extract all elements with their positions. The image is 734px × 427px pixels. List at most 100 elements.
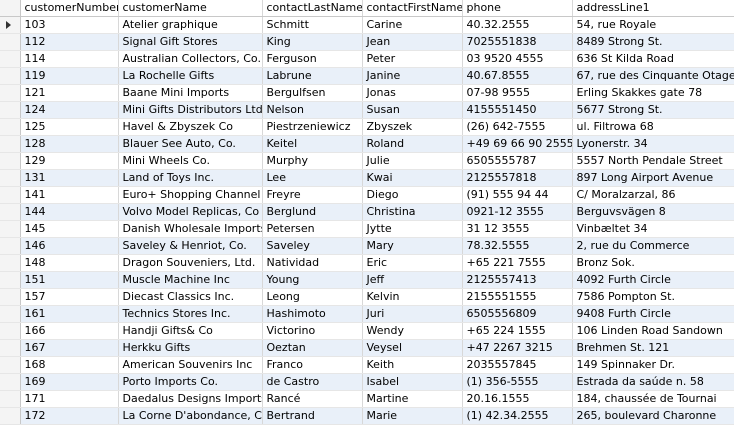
- cell[interactable]: Bronz Sok.: [572, 254, 734, 272]
- cell[interactable]: Peter: [362, 50, 463, 68]
- cell[interactable]: 167: [20, 339, 119, 357]
- cell[interactable]: 54, rue Royale: [572, 16, 734, 34]
- cell[interactable]: Christina: [362, 203, 463, 221]
- table-row[interactable]: 121 Baane Mini Imports Bergulfsen Jonas 07-9…: [0, 84, 734, 102]
- table-row[interactable]: 157 Diecast Classics Inc. Leong Kelvin 21555…: [0, 288, 734, 306]
- table-row[interactable]: 141 Euro+ Shopping Channel Freyre Diego (91)…: [0, 186, 734, 204]
- cell[interactable]: Zbyszek: [362, 118, 463, 136]
- cell[interactable]: Handji Gifts& Co: [118, 322, 263, 340]
- column-header[interactable]: customerName: [118, 0, 263, 17]
- table-row[interactable]: 161 Technics Stores Inc. Hashimoto Juri 6505…: [0, 305, 734, 323]
- cell[interactable]: Freyre: [262, 186, 363, 204]
- cell[interactable]: 141: [20, 186, 119, 204]
- cell[interactable]: 2035557845: [462, 356, 573, 374]
- cell[interactable]: Young: [262, 271, 363, 289]
- cell[interactable]: Jonas: [362, 84, 463, 102]
- cell[interactable]: Blauer See Auto, Co.: [118, 135, 263, 153]
- table-row[interactable]: 125 Havel & Zbyszek Co Piestrzeniewicz Zbys…: [0, 118, 734, 136]
- cell[interactable]: Volvo Model Replicas, Co: [118, 203, 263, 221]
- cell[interactable]: Euro+ Shopping Channel: [118, 186, 263, 204]
- cell[interactable]: 40.67.8555: [462, 67, 573, 85]
- table-row[interactable]: 172 La Corne D'abondance, Co. Bertrand Mari…: [0, 407, 734, 425]
- cell[interactable]: Petersen: [262, 220, 363, 238]
- cell[interactable]: Ferguson: [262, 50, 363, 68]
- cell[interactable]: Rancé: [262, 390, 363, 408]
- table-row[interactable]: 112 Signal Gift Stores King Jean 7025551838 8…: [0, 33, 734, 51]
- cell[interactable]: Natividad: [262, 254, 363, 272]
- cell[interactable]: 146: [20, 237, 119, 255]
- cell[interactable]: Bergulfsen: [262, 84, 363, 102]
- cell[interactable]: Erling Skakkes gate 78: [572, 84, 734, 102]
- cell[interactable]: Brehmen St. 121: [572, 339, 734, 357]
- cell[interactable]: Labrune: [262, 67, 363, 85]
- table-row[interactable]: 166 Handji Gifts& Co Victorino Wendy +65 224…: [0, 322, 734, 340]
- cell[interactable]: 03 9520 4555: [462, 50, 573, 68]
- cell[interactable]: +65 221 7555: [462, 254, 573, 272]
- cell[interactable]: 145: [20, 220, 119, 238]
- cell[interactable]: Atelier graphique: [118, 16, 263, 34]
- cell[interactable]: Murphy: [262, 152, 363, 170]
- cell[interactable]: +47 2267 3215: [462, 339, 573, 357]
- cell[interactable]: Land of Toys Inc.: [118, 169, 263, 187]
- cell[interactable]: Keitel: [262, 135, 363, 153]
- table-row[interactable]: 167 Herkku Gifts Oeztan Veysel +47 2267 3215…: [0, 339, 734, 357]
- cell[interactable]: 112: [20, 33, 119, 51]
- cell[interactable]: 6505556809: [462, 305, 573, 323]
- cell[interactable]: 2155551555: [462, 288, 573, 306]
- cell[interactable]: Isabel: [362, 373, 463, 391]
- cell[interactable]: 184, chaussée de Tournai: [572, 390, 734, 408]
- cell[interactable]: Schmitt: [262, 16, 363, 34]
- cell[interactable]: Nelson: [262, 101, 363, 119]
- cell[interactable]: 144: [20, 203, 119, 221]
- cell[interactable]: Berguvsvägen 8: [572, 203, 734, 221]
- cell[interactable]: Havel & Zbyszek Co: [118, 118, 263, 136]
- cell[interactable]: Herkku Gifts: [118, 339, 263, 357]
- cell[interactable]: 121: [20, 84, 119, 102]
- cell[interactable]: 124: [20, 101, 119, 119]
- cell[interactable]: Diego: [362, 186, 463, 204]
- cell[interactable]: Lee: [262, 169, 363, 187]
- cell[interactable]: 636 St Kilda Road: [572, 50, 734, 68]
- cell[interactable]: Jean: [362, 33, 463, 51]
- cell[interactable]: 166: [20, 322, 119, 340]
- cell[interactable]: Berglund: [262, 203, 363, 221]
- cell[interactable]: de Castro: [262, 373, 363, 391]
- column-header[interactable]: addressLine1: [572, 0, 734, 17]
- table-row[interactable]: 114 Australian Collectors, Co. Ferguson Pet…: [0, 50, 734, 68]
- cell[interactable]: 5677 Strong St.: [572, 101, 734, 119]
- cell[interactable]: Carine: [362, 16, 463, 34]
- cell[interactable]: 7586 Pompton St.: [572, 288, 734, 306]
- cell[interactable]: Juri: [362, 305, 463, 323]
- cell[interactable]: (1) 42.34.2555: [462, 407, 573, 425]
- cell[interactable]: 151: [20, 271, 119, 289]
- cell[interactable]: Hashimoto: [262, 305, 363, 323]
- cell[interactable]: 40.32.2555: [462, 16, 573, 34]
- cell[interactable]: 0921-12 3555: [462, 203, 573, 221]
- cell[interactable]: 78.32.5555: [462, 237, 573, 255]
- cell[interactable]: Mini Gifts Distributors Ltd.: [118, 101, 263, 119]
- cell[interactable]: Piestrzeniewicz: [262, 118, 363, 136]
- table-row[interactable]: 129 Mini Wheels Co. Murphy Julie 6505555787 5…: [0, 152, 734, 170]
- cell[interactable]: (26) 642-7555: [462, 118, 573, 136]
- cell[interactable]: 20.16.1555: [462, 390, 573, 408]
- cell[interactable]: Veysel: [362, 339, 463, 357]
- cell[interactable]: ul. Filtrowa 68: [572, 118, 734, 136]
- cell[interactable]: 4155551450: [462, 101, 573, 119]
- cell[interactable]: Lyonerstr. 34: [572, 135, 734, 153]
- cell[interactable]: 161: [20, 305, 119, 323]
- cell[interactable]: Franco: [262, 356, 363, 374]
- cell[interactable]: Jeff: [362, 271, 463, 289]
- cell[interactable]: Mini Wheels Co.: [118, 152, 263, 170]
- cell[interactable]: Saveley & Henriot, Co.: [118, 237, 263, 255]
- cell[interactable]: 172: [20, 407, 119, 425]
- cell[interactable]: 6505555787: [462, 152, 573, 170]
- cell[interactable]: 4092 Furth Circle: [572, 271, 734, 289]
- table-row[interactable]: 128 Blauer See Auto, Co. Keitel Roland +49 6…: [0, 135, 734, 153]
- table-row[interactable]: 168 American Souvenirs Inc Franco Keith 2035…: [0, 356, 734, 374]
- table-row[interactable]: 169 Porto Imports Co. de Castro Isabel (1) 3…: [0, 373, 734, 391]
- cell[interactable]: 128: [20, 135, 119, 153]
- column-header[interactable]: customerNumber: [20, 0, 119, 17]
- cell[interactable]: 2, rue du Commerce: [572, 237, 734, 255]
- cell[interactable]: 897 Long Airport Avenue: [572, 169, 734, 187]
- cell[interactable]: Australian Collectors, Co.: [118, 50, 263, 68]
